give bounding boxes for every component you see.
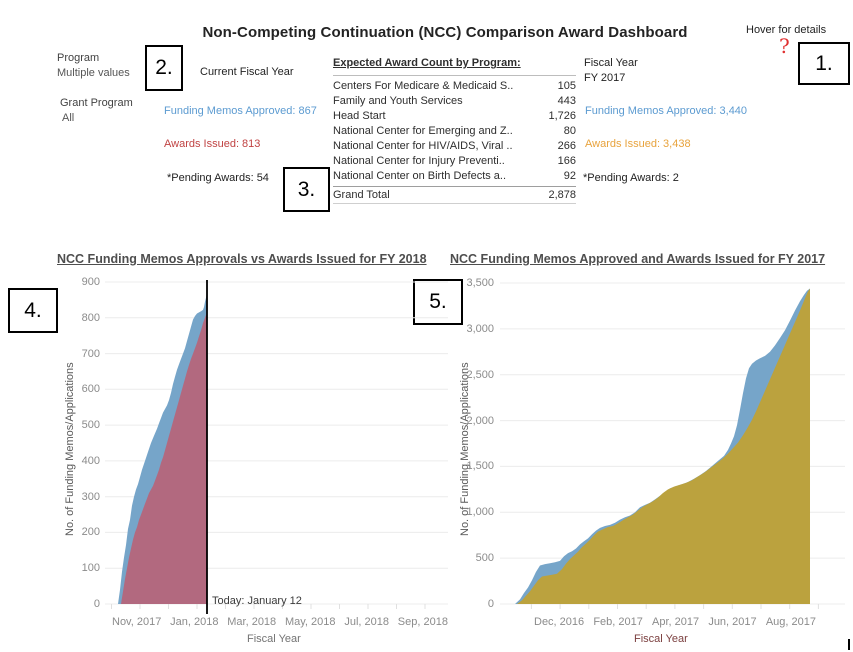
y-tick-label: 1,000 [466, 506, 494, 519]
grand-total-value: 2,878 [548, 189, 576, 201]
y-tick-label: 0 [487, 597, 494, 610]
table-row[interactable]: National Center for Injury Preventi.. 166 [333, 154, 576, 169]
y-tick-label: 600 [81, 383, 100, 396]
fy2017-area-chart[interactable] [500, 280, 853, 614]
y-tick-label: 2,500 [466, 368, 494, 381]
x-tick-label: Apr, 2017 [652, 616, 700, 628]
y-tick-label: 500 [475, 552, 494, 565]
award-count-cell: 443 [557, 95, 576, 107]
current-fy-pending-stat: *Pending Awards: 54 [167, 172, 269, 184]
y-tick-label: 700 [81, 347, 100, 360]
program-name-cell: Centers For Medicare & Medicaid S.. [333, 80, 514, 92]
current-fy-approved-stat: Funding Memos Approved: 867 [164, 105, 317, 117]
program-name-cell: National Center for HIV/AIDS, Viral .. [333, 140, 513, 152]
x-tick-label: Dec, 2016 [534, 616, 585, 628]
fy2018-x-axis-label: Fiscal Year [247, 633, 301, 645]
fy2018-chart-title: NCC Funding Memos Approvals vs Awards Is… [57, 252, 427, 266]
table-header-rule [333, 75, 576, 76]
callout-box-4: 4. [8, 288, 58, 333]
y-tick-label: 400 [81, 454, 100, 467]
table-row[interactable]: National Center on Birth Defects a.. 92 [333, 169, 576, 184]
x-tick-label: Jun, 2017 [708, 616, 757, 628]
y-tick-label: 1,500 [466, 460, 494, 473]
hover-for-details-label: Hover for details [746, 24, 827, 36]
table-row[interactable]: National Center for HIV/AIDS, Viral .. 26… [333, 139, 576, 154]
x-tick-label: Sep, 2018 [397, 616, 448, 628]
expected-award-table: Expected Award Count by Program: Centers… [333, 57, 576, 204]
page-title: Non-Competing Continuation (NCC) Compari… [202, 24, 688, 41]
award-count-cell: 266 [557, 140, 576, 152]
x-tick-label: Mar, 2018 [227, 616, 277, 628]
area-awards-issued[interactable] [517, 288, 810, 604]
award-count-cell: 80 [563, 125, 576, 137]
fy2017-x-axis-ticks: Dec, 2016 Feb, 2017 Apr, 2017 Jun, 2017 Aug,… [534, 616, 816, 628]
fy2017-filter-label: Fiscal Year [584, 57, 638, 69]
today-annotation: Today: January 12 [212, 595, 302, 607]
y-tick-label: 2,000 [466, 414, 494, 427]
fy2017-x-axis-label: Fiscal Year [634, 633, 688, 645]
y-tick-label: 800 [81, 311, 100, 324]
y-tick-label: 900 [81, 276, 100, 288]
current-fy-label: Current Fiscal Year [200, 66, 294, 78]
program-name-cell: National Center for Injury Preventi.. [333, 155, 505, 167]
award-count-cell: 166 [557, 155, 576, 167]
x-tick-label: Jan, 2018 [170, 616, 219, 628]
fy2017-y-axis-ticks: 3,500 3,000 2,500 2,000 1,500 1,000 500 0 [454, 277, 494, 610]
x-tick-label: Feb, 2017 [593, 616, 643, 628]
y-tick-label: 200 [81, 526, 100, 539]
grand-total-label: Grand Total [333, 189, 390, 201]
x-tick-label: Nov, 2017 [112, 616, 162, 628]
table-grand-total-row[interactable]: Grand Total 2,878 [333, 186, 576, 204]
x-tick-label: Jul, 2018 [344, 616, 389, 628]
program-name-cell: National Center on Birth Defects a.. [333, 170, 507, 182]
table-row[interactable]: Head Start 1,726 [333, 109, 576, 124]
table-body: Centers For Medicare & Medicaid S.. 105 Fa… [333, 79, 576, 184]
expected-award-table-title: Expected Award Count by Program: [333, 57, 521, 69]
y-tick-label: 3,500 [466, 277, 494, 289]
area-awards-issued[interactable] [121, 313, 207, 604]
callout-box-3: 3. [283, 167, 330, 212]
y-tick-label: 500 [81, 419, 100, 432]
fy2017-pending-stat: *Pending Awards: 2 [583, 172, 679, 184]
program-filter-value[interactable]: Multiple values [57, 67, 130, 79]
table-row[interactable]: Centers For Medicare & Medicaid S.. 105 [333, 79, 576, 94]
fy2017-approved-stat: Funding Memos Approved: 3,440 [585, 105, 748, 117]
y-tick-label: 300 [81, 490, 100, 503]
program-filter-label: Program [57, 52, 100, 64]
y-tick-label: 100 [81, 562, 100, 575]
program-name-cell: Family and Youth Services [333, 95, 463, 107]
fy2017-chart-title: NCC Funding Memos Approved and Awards Is… [450, 252, 826, 266]
program-name-cell: Head Start [333, 110, 386, 122]
grant-program-filter-value[interactable]: All [62, 112, 75, 124]
fy2017-filter-value[interactable]: FY 2017 [584, 72, 626, 84]
callout-box-1: 1. [798, 42, 850, 85]
award-count-cell: 105 [557, 80, 576, 92]
x-tick-label: May, 2018 [284, 616, 336, 628]
award-count-cell: 92 [563, 170, 576, 182]
table-row[interactable]: National Center for Emerging and Z.. 80 [333, 124, 576, 139]
y-tick-label: 3,000 [466, 322, 494, 335]
table-row[interactable]: Family and Youth Services 443 [333, 94, 576, 109]
callout-box-2: 2. [145, 45, 183, 91]
fy2018-x-axis-ticks: Nov, 2017 Jan, 2018 Mar, 2018 May, 2018 Jul,… [112, 616, 448, 628]
fy2017-issued-stat: Awards Issued: 3,438 [585, 138, 691, 150]
y-tick-label: 0 [93, 597, 100, 610]
grant-program-filter-label: Grant Program [60, 97, 133, 109]
edge-scrollbar-mark [848, 639, 850, 650]
award-count-cell: 1,726 [548, 110, 576, 122]
fy2018-area-chart[interactable] [105, 280, 450, 614]
program-name-cell: National Center for Emerging and Z.. [333, 125, 513, 137]
current-fy-issued-stat: Awards Issued: 813 [164, 138, 261, 150]
help-question-icon[interactable]: ? [779, 34, 790, 58]
x-tick-label: Aug, 2017 [765, 616, 816, 628]
fy2018-y-axis-ticks: 900 800 700 600 500 400 300 200 100 0 [68, 276, 100, 610]
